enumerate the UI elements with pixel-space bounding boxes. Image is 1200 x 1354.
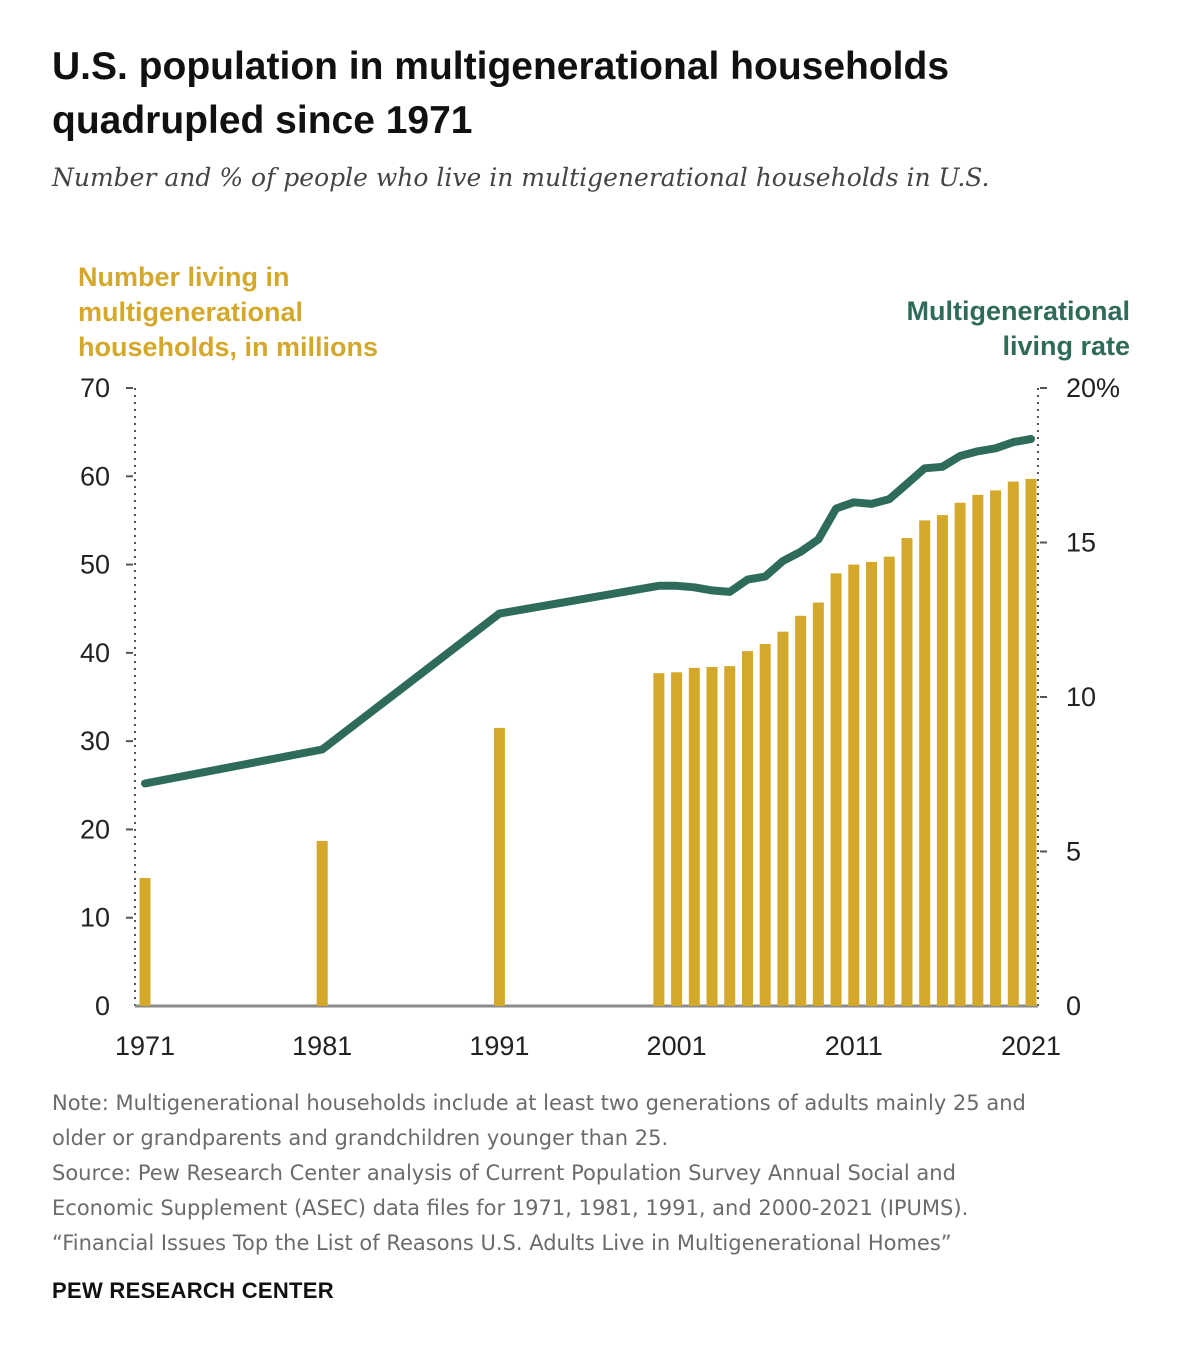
note-line-1: Note: Multigenerational households inclu… xyxy=(52,1091,1026,1115)
bar-2019 xyxy=(990,490,1002,1006)
left-axis-label-line-2: multigenerational xyxy=(78,297,304,327)
bar-2011 xyxy=(848,564,860,1006)
left-tick-label: 10 xyxy=(80,903,110,933)
bar-2003 xyxy=(706,666,718,1006)
title-line-1: U.S. population in multigenerational hou… xyxy=(52,45,950,88)
bar-2018 xyxy=(972,494,984,1006)
right-tick-label: 0 xyxy=(1066,991,1081,1021)
right-tick-label: 5 xyxy=(1066,837,1081,867)
right-axis-label: Multigenerational living rate xyxy=(810,294,1130,364)
bar-2000 xyxy=(653,673,665,1006)
bar-2004 xyxy=(724,666,736,1006)
bar-2005 xyxy=(741,651,753,1006)
bar-2009 xyxy=(812,602,824,1006)
bar-1981 xyxy=(316,840,328,1006)
chart-notes: Note: Multigenerational households inclu… xyxy=(52,1086,1162,1261)
brand-logo-text: PEW RESEARCH CENTER xyxy=(52,1278,334,1303)
bar-2017 xyxy=(954,502,966,1006)
bar-2006 xyxy=(759,644,771,1006)
bar-2008 xyxy=(795,615,807,1006)
bar-2013 xyxy=(883,556,895,1006)
bar-1991 xyxy=(493,727,505,1006)
chart-subtitle: Number and % of people who live in multi… xyxy=(52,163,990,192)
left-tick-label: 20 xyxy=(80,814,110,844)
bar-2002 xyxy=(688,667,700,1006)
bar-2021 xyxy=(1025,478,1037,1006)
x-tick-label: 2001 xyxy=(647,1031,707,1061)
bar-2012 xyxy=(866,561,878,1006)
bar-2020 xyxy=(1007,481,1019,1006)
bar-1971 xyxy=(139,877,151,1006)
source-line-3: “Financial Issues Top the List of Reason… xyxy=(52,1231,952,1255)
source-line-2: Economic Supplement (ASEC) data files fo… xyxy=(52,1196,969,1220)
tick-labels: 0 10 20 30 40 50 60 70 0 5 10 15 20% 1971 1981 1991 2001… xyxy=(80,373,1120,1061)
line-series xyxy=(141,435,1035,788)
right-tick-label: 10 xyxy=(1066,682,1096,712)
x-tick-label: 1981 xyxy=(292,1031,352,1061)
chart-title: U.S. population in multigenerational hou… xyxy=(52,40,1152,148)
right-axis-label-line-2: living rate xyxy=(1002,331,1130,361)
rate-line xyxy=(141,435,1035,788)
bar-2016 xyxy=(936,515,948,1006)
left-tick-label: 0 xyxy=(95,991,110,1021)
x-tick-label: 2021 xyxy=(1001,1031,1061,1061)
x-tick-label: 2011 xyxy=(825,1031,883,1061)
left-axis-label-line-1: Number living in xyxy=(78,262,290,292)
title-line-2: quadrupled since 1971 xyxy=(52,99,473,142)
left-axis-label: Number living in multigenerational house… xyxy=(78,260,438,365)
right-tick-label: 15 xyxy=(1066,528,1096,558)
bar-2010 xyxy=(830,573,842,1006)
left-tick-label: 60 xyxy=(80,461,110,491)
left-tick-label: 30 xyxy=(80,726,110,756)
left-tick-label: 40 xyxy=(80,638,110,668)
left-tick-label: 70 xyxy=(80,373,110,403)
note-line-2: older or grandparents and grandchildren … xyxy=(52,1126,669,1150)
bar-2007 xyxy=(777,631,789,1006)
bar-series xyxy=(139,478,1037,1006)
bar-2014 xyxy=(901,538,913,1006)
left-tick-label: 50 xyxy=(80,550,110,580)
bar-2015 xyxy=(919,520,931,1006)
source-line-1: Source: Pew Research Center analysis of … xyxy=(52,1161,956,1185)
bar-2001 xyxy=(671,672,683,1006)
right-axis-label-line-1: Multigenerational xyxy=(906,296,1130,326)
combo-chart: 0 10 20 30 40 50 60 70 0 5 10 15 20% 1971 1981 1991 2001… xyxy=(80,373,1120,1061)
left-axis-label-line-3: households, in millions xyxy=(78,332,379,362)
x-tick-label: 1971 xyxy=(115,1031,175,1061)
x-tick-label: 1991 xyxy=(469,1031,529,1061)
right-tick-label: 20% xyxy=(1066,373,1120,403)
